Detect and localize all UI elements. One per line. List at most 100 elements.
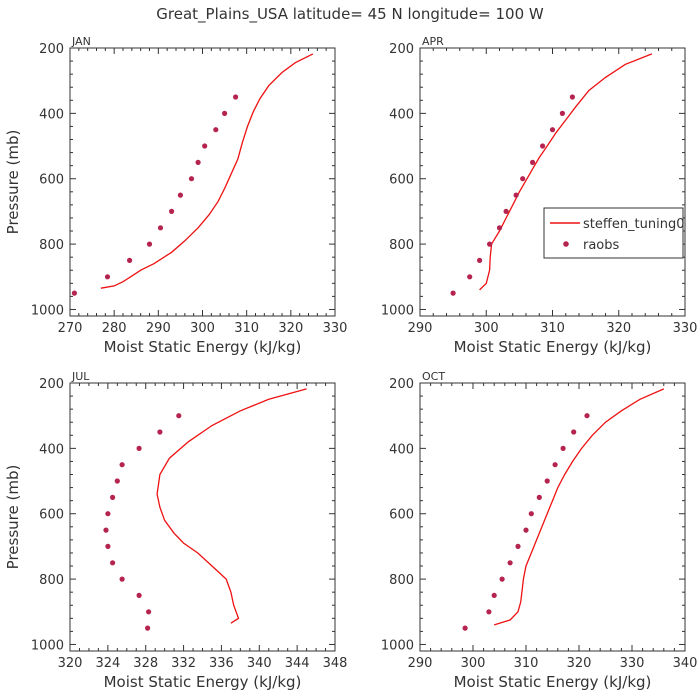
raob-point <box>177 192 183 198</box>
raob-point <box>462 625 468 631</box>
raob-point <box>491 592 497 599</box>
x-tick-label: 290 <box>146 321 171 336</box>
plot-frame <box>419 382 686 652</box>
raob-point <box>105 511 111 517</box>
y-tick-label: 200 <box>389 377 414 392</box>
panel-title: OCT <box>422 370 445 383</box>
model-profile-line <box>100 53 314 289</box>
x-axis-label: Moist Static Energy (kJ/kg) <box>454 338 652 356</box>
raob-point <box>520 176 526 182</box>
legend-obs-swatch <box>563 241 569 247</box>
x-axis-label: Moist Static Energy (kJ/kg) <box>454 673 652 691</box>
raob-point <box>569 94 576 100</box>
raob-point <box>157 225 164 231</box>
x-tick-label: 300 <box>461 656 486 671</box>
model-profile-line <box>156 388 307 624</box>
raob-point <box>157 429 163 435</box>
x-tick-label: 300 <box>190 321 215 336</box>
y-tick-label: 800 <box>389 238 414 253</box>
x-tick-label: 290 <box>408 321 433 336</box>
raob-point <box>486 609 492 615</box>
raob-point <box>110 560 116 566</box>
raob-point <box>233 94 239 100</box>
y-tick-label: 600 <box>389 173 414 188</box>
x-tick-label: 330 <box>673 321 698 336</box>
raob-point <box>540 143 546 149</box>
raob-point <box>515 543 521 550</box>
x-tick-label: 344 <box>285 656 310 671</box>
raob-point <box>176 413 182 419</box>
x-tick-label: 310 <box>514 656 539 671</box>
raob-point <box>146 609 152 615</box>
y-tick-label: 600 <box>389 508 414 523</box>
raob-point <box>503 208 509 214</box>
x-tick-label: 320 <box>278 321 303 336</box>
x-tick-label: 280 <box>102 321 127 336</box>
legend-obs-label: raobs <box>583 238 620 253</box>
raob-point <box>528 511 534 517</box>
y-tick-label: 600 <box>39 508 64 523</box>
plot-frame <box>419 47 686 317</box>
raob-point <box>536 494 542 500</box>
x-axis-label: Moist Static Energy (kJ/kg) <box>104 338 302 356</box>
x-tick-label: 320 <box>567 656 592 671</box>
raob-point <box>477 257 483 263</box>
y-tick-label: 200 <box>389 42 414 57</box>
raob-point <box>544 478 550 484</box>
plot-frame <box>69 382 336 652</box>
x-tick-label: 330 <box>323 321 348 336</box>
raob-point <box>552 462 558 468</box>
raob-point <box>496 225 503 231</box>
raob-point <box>114 478 120 484</box>
panel-title: JAN <box>71 35 91 48</box>
x-tick-label: 324 <box>95 656 120 671</box>
y-axis-label: Pressure (mb) <box>4 130 22 235</box>
y-tick-label: 800 <box>39 238 64 253</box>
y-tick-label: 1000 <box>381 638 414 653</box>
raob-point <box>559 110 566 116</box>
y-tick-label: 400 <box>39 442 64 457</box>
raob-point <box>104 274 111 280</box>
raob-point <box>169 208 175 214</box>
raob-point <box>523 527 529 533</box>
x-tick-label: 310 <box>234 321 259 336</box>
raob-point <box>136 445 142 451</box>
x-tick-label: 330 <box>620 656 645 671</box>
raob-point <box>119 462 125 468</box>
y-tick-label: 200 <box>39 42 64 57</box>
raob-point <box>507 560 513 566</box>
raob-point <box>467 274 473 280</box>
figure-title: Great_Plains_USA latitude= 45 N longitud… <box>156 5 544 24</box>
y-tick-label: 400 <box>389 107 414 122</box>
raob-point <box>119 576 125 582</box>
x-tick-label: 320 <box>606 321 631 336</box>
raob-point <box>549 127 556 133</box>
legend: steffen_tuning0 raobs <box>543 207 685 259</box>
y-tick-label: 400 <box>389 442 414 457</box>
legend-model-label: steffen_tuning0 <box>583 217 685 232</box>
x-tick-label: 328 <box>133 656 158 671</box>
raob-point <box>202 143 208 149</box>
raob-point <box>145 625 151 631</box>
panel-apr: APR 290 300 310 320 330 200 400 600 800 1000 Moist … <box>381 35 698 356</box>
x-tick-label: 310 <box>540 321 565 336</box>
raob-point <box>105 543 111 550</box>
raob-point <box>584 413 590 419</box>
raob-point <box>560 445 566 451</box>
raob-point <box>188 176 195 182</box>
x-tick-label: 332 <box>171 656 196 671</box>
x-tick-label: 340 <box>673 656 698 671</box>
raob-point <box>513 192 519 198</box>
y-tick-label: 400 <box>39 107 64 122</box>
raob-point <box>195 159 201 165</box>
legend-box <box>543 207 684 259</box>
panel-title: JUL <box>71 370 90 383</box>
y-tick-label: 200 <box>39 377 64 392</box>
x-tick-label: 336 <box>209 656 234 671</box>
y-tick-label: 800 <box>39 573 64 588</box>
raob-point <box>146 241 153 247</box>
y-tick-label: 1000 <box>381 303 414 318</box>
raob-point <box>103 527 109 533</box>
panel-jan: JAN 270 280 290 300 310 320 330 200 400 600 800 1000… <box>4 35 347 356</box>
